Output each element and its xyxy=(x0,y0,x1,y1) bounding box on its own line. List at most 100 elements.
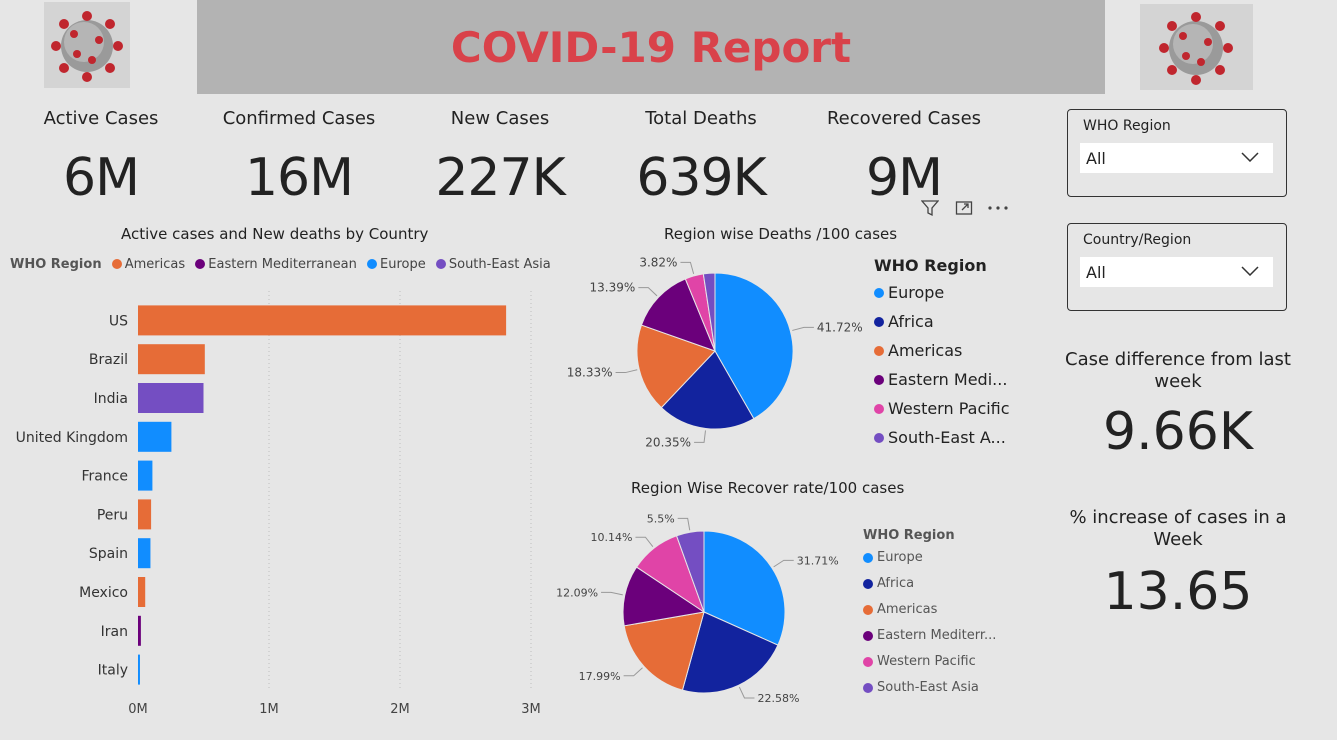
who-region-slicer: WHO Region All xyxy=(1067,109,1287,197)
who-region-dropdown[interactable]: All xyxy=(1080,143,1273,173)
legend-dot xyxy=(874,432,884,443)
slice-europe[interactable] xyxy=(703,530,786,646)
legend-item-europe[interactable]: Europe xyxy=(874,278,1010,307)
country-dropdown[interactable]: All xyxy=(1080,257,1273,287)
country-slicer-label: Country/Region xyxy=(1083,232,1192,248)
focus-mode-icon[interactable] xyxy=(951,196,977,220)
y-tick-label: France xyxy=(81,469,128,485)
title-banner: COVID-19 Report xyxy=(197,0,1105,94)
bar-chart-title: Active cases and New deaths by Country xyxy=(121,225,429,243)
legend-item-eastern-mediterranean[interactable]: Eastern Mediterr... xyxy=(863,623,996,649)
slice-americas[interactable] xyxy=(636,324,716,409)
bar-brazil[interactable] xyxy=(138,344,205,375)
leader-line xyxy=(792,326,814,331)
bar-legend-americas: Americas xyxy=(124,257,186,272)
slice-africa[interactable] xyxy=(681,611,779,694)
x-tick-label: 1M xyxy=(259,702,279,717)
case-difference-value: 9.66K xyxy=(1103,402,1253,462)
legend-item-africa[interactable]: Africa xyxy=(874,307,1010,336)
bar-chart: 0M 1M 2M 3M US Brazil India United Kingdom Franc… xyxy=(16,291,541,717)
kpi-active-label: Active Cases xyxy=(43,108,159,129)
legend-label: Americas xyxy=(877,602,938,617)
bar-chart-legend: WHO Region Americas Eastern Mediterranea… xyxy=(10,257,551,272)
chevron-down-icon xyxy=(1241,266,1259,276)
slice-south-east-asia[interactable] xyxy=(702,272,716,352)
data-label: 5.5% xyxy=(647,512,675,525)
legend-dot xyxy=(874,316,884,327)
legend-dot-south-east-asia xyxy=(435,259,446,269)
data-label: 10.14% xyxy=(590,531,632,544)
y-tick-label: Brazil xyxy=(89,352,128,368)
legend-item-americas[interactable]: Americas xyxy=(874,336,1010,365)
kpi-deaths-value: 639K xyxy=(636,148,766,208)
recover-pie-chart: 31.71% 22.58% 17.99% 12.09% 10.14% 5.5% xyxy=(556,512,839,705)
virus-image-left xyxy=(44,2,130,88)
leader-line xyxy=(680,261,695,275)
slice-eastern-mediterranean[interactable] xyxy=(640,278,716,352)
data-label: 20.35% xyxy=(645,435,691,449)
legend-item-americas[interactable]: Americas xyxy=(863,597,996,623)
slice-africa[interactable] xyxy=(660,350,755,430)
data-label: 17.99% xyxy=(579,670,621,683)
legend-label: South-East Asia xyxy=(877,680,979,695)
slice-south-east-asia[interactable] xyxy=(675,530,705,613)
leader-line xyxy=(635,536,654,547)
data-label: 3.82% xyxy=(639,255,677,269)
y-tick-label: Spain xyxy=(89,546,128,562)
bar-spain[interactable] xyxy=(138,538,151,569)
bar-mexico[interactable] xyxy=(138,577,146,607)
legend-dot xyxy=(863,657,873,667)
legend-dot xyxy=(863,553,873,563)
data-label: 22.58% xyxy=(757,692,799,705)
bar-united-kingdom[interactable] xyxy=(138,421,172,452)
filter-icon[interactable] xyxy=(917,196,943,220)
kpi-new-label: New Cases xyxy=(450,108,550,129)
legend-item-western-pacific[interactable]: Western Pacific xyxy=(874,394,1010,423)
legend-item-africa[interactable]: Africa xyxy=(863,571,996,597)
legend-item-south-east-asia[interactable]: South-East Asia xyxy=(863,675,996,701)
legend-label: Europe xyxy=(888,283,945,302)
bar-peru[interactable] xyxy=(138,499,152,530)
bar-iran[interactable] xyxy=(138,615,141,646)
legend-item-europe[interactable]: Europe xyxy=(863,545,996,571)
deaths-pie-chart: 41.72% 20.35% 18.33% 13.39%3.82% xyxy=(567,255,863,449)
legend-item-eastern-mediterranean[interactable]: Eastern Medi... xyxy=(874,365,1010,394)
deaths-pie-title: Region wise Deaths /100 cases xyxy=(664,225,898,243)
kpi-confirmed-value: 16M xyxy=(244,148,354,208)
leader-line xyxy=(738,686,755,699)
country-slicer: Country/Region All xyxy=(1067,223,1287,311)
percent-increase-value: 13.65 xyxy=(1103,562,1253,622)
legend-dot-americas xyxy=(111,259,122,269)
legend-dot xyxy=(863,631,873,641)
legend-item-western-pacific[interactable]: Western Pacific xyxy=(863,649,996,675)
data-label: 18.33% xyxy=(567,366,613,380)
page-title: COVID-19 Report xyxy=(450,22,852,72)
legend-dot xyxy=(874,345,884,356)
x-tick-label: 3M xyxy=(521,702,541,717)
bar-us[interactable] xyxy=(138,305,507,336)
y-tick-label: Italy xyxy=(98,663,128,679)
more-options-icon[interactable] xyxy=(985,196,1011,220)
recover-legend-title: WHO Region xyxy=(863,528,955,543)
data-label: 31.71% xyxy=(797,554,839,567)
legend-dot-europe xyxy=(367,259,377,269)
deaths-legend-title: WHO Region xyxy=(874,256,987,275)
legend-dot-eastern-mediterranean xyxy=(195,259,206,269)
data-label: 13.39% xyxy=(590,281,636,295)
leader-line xyxy=(638,287,658,297)
legend-label: Europe xyxy=(877,550,923,565)
chevron-down-icon xyxy=(1241,152,1259,162)
bar-india[interactable] xyxy=(138,383,204,413)
legend-item-south-east-asia[interactable]: South-East A... xyxy=(874,423,1010,452)
legend-label: Western Pacific xyxy=(877,654,976,669)
y-tick-label: Mexico xyxy=(79,585,128,601)
bar-france[interactable] xyxy=(138,460,153,491)
slice-eastern-mediterranean[interactable] xyxy=(622,566,706,627)
recover-pie-legend: WHO Region Europe Africa Americas Eastern M… xyxy=(863,527,996,701)
slice-americas[interactable] xyxy=(623,611,705,691)
leader-line xyxy=(615,369,638,374)
slice-europe[interactable] xyxy=(714,272,794,420)
bar-italy[interactable] xyxy=(138,654,140,685)
legend-dot xyxy=(874,287,884,298)
case-difference-label: Case difference from last week xyxy=(1065,349,1291,392)
